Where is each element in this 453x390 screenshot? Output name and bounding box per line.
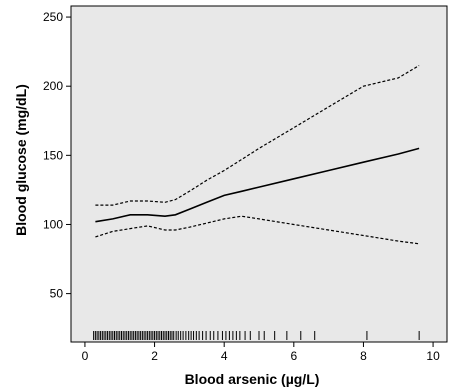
x-tick-label: 4 [221,349,228,363]
x-tick-label: 6 [290,349,297,363]
rug-layer [93,331,420,340]
x-tick-label: 2 [151,349,158,363]
plot-area [70,5,448,343]
x-axis-title: Blood arsenic (µg/L) [185,371,320,387]
y-tick-label: 250 [43,10,63,24]
y-axis-title: Blood glucose (mg/dL) [13,84,29,236]
y-tick-label: 150 [43,148,63,162]
axis-layer: 0 2 4 6 8 10 50 100 150 200 250 [43,10,440,363]
y-tick-label: 50 [50,287,64,301]
series-line-estimate [95,147,420,223]
x-tick-label: 8 [360,349,367,363]
x-tick-label: 10 [426,349,440,363]
series-line-upper-ci [95,64,420,206]
y-tick-label: 100 [43,217,63,231]
x-tick-label: 0 [82,349,89,363]
series-layer [95,64,420,245]
y-tick-label: 200 [43,79,63,93]
series-line-lower-ci [95,215,420,245]
